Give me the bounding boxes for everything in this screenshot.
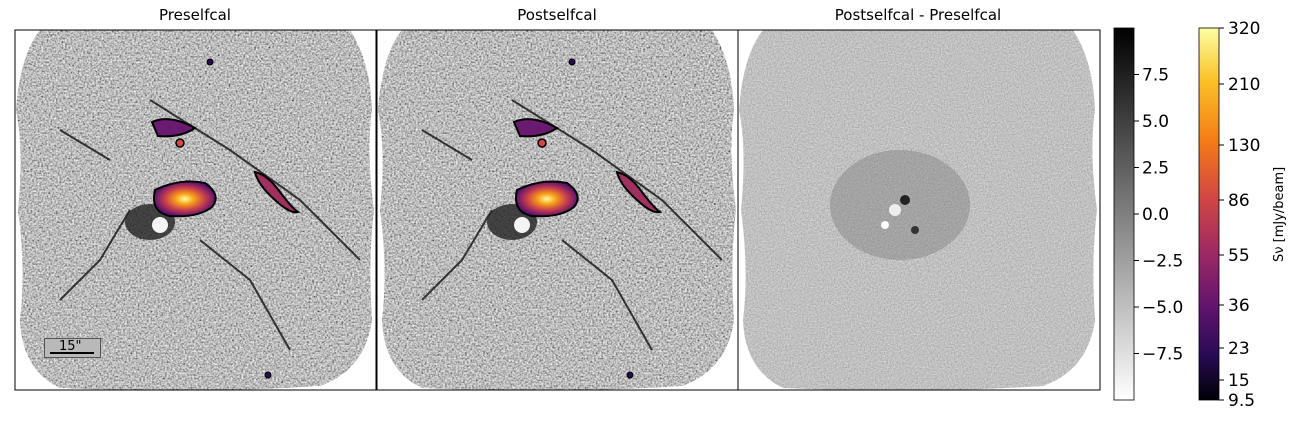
colorbar-inferno-tick-label: 86 [1228, 191, 1250, 211]
colorbar-inferno-tick-label: 55 [1228, 246, 1250, 266]
panel-title-difference: Postselfcal - Preselfcal [834, 6, 1002, 24]
scale-bar: 15" [44, 338, 101, 358]
colorbar-inferno-tick-label: 130 [1228, 136, 1260, 156]
colorbar-inferno-label: Sν [mJy/beam] [1272, 166, 1287, 262]
colorbar-inferno-tick-label: 23 [1228, 339, 1250, 359]
colorbar-gray-tick-label: −2.5 [1142, 252, 1183, 272]
emission-core [153, 180, 217, 218]
panel-title-preselfcal: Preselfcal [159, 6, 231, 24]
panel-preselfcal [14, 29, 377, 391]
colorbar-gray-tick-label: 7.5 [1142, 66, 1169, 86]
colorbar-inferno-tick-label: 36 [1228, 296, 1250, 316]
colorbar-inferno: 320 210 130 86 55 36 23 159.5 [1198, 19, 1260, 411]
colorbar-gray-tick-label: 0.0 [1142, 205, 1169, 225]
colorbar-inferno-tick-label: 320 [1228, 19, 1260, 39]
scale-bar-label: 15" [59, 339, 82, 354]
panel-difference [737, 29, 1101, 391]
colorbar-gray-tick-label: −5.0 [1142, 298, 1183, 318]
colorbar-gray-tick-label: −7.5 [1142, 345, 1183, 365]
colorbar-inferno-tick-label: 210 [1228, 75, 1260, 95]
colorbar-inferno-tick-label: 9.5 [1228, 391, 1255, 411]
colorbar-gray: 7.5 5.0 2.5 0.0 −2.5 −5.0 −7.5 [1113, 27, 1183, 401]
colorbar-gray-tick-label: 2.5 [1142, 159, 1169, 179]
colorbar-gray-tick-label: 5.0 [1142, 112, 1169, 132]
panel-title-postselfcal: Postselfcal [517, 6, 597, 24]
scale-bar-line [50, 352, 94, 354]
panel-postselfcal [376, 29, 739, 391]
colorbar-inferno-tick-label: 15 [1228, 371, 1250, 391]
